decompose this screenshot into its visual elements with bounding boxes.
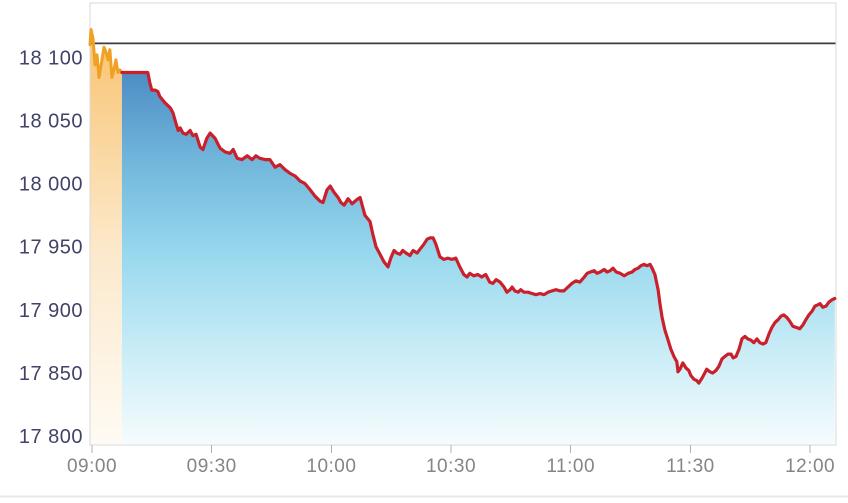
y-axis-label: 17 950 [19, 237, 83, 259]
main-session-segment-line [120, 70, 837, 385]
x-axis-label: 10:00 [306, 456, 356, 477]
x-axis-label: 10:30 [426, 456, 476, 477]
x-axis-label: 11:30 [666, 456, 715, 477]
y-axis-label: 17 850 [19, 363, 83, 385]
opening-auction-segment-line [88, 28, 124, 79]
x-axis-label: 09:30 [187, 456, 237, 477]
x-axis-label: 12:00 [785, 456, 835, 477]
y-axis-label: 17 800 [19, 426, 83, 448]
main-session-segment-area-fill [121, 72, 835, 445]
plot-border [89, 2, 837, 446]
y-axis-label: 18 100 [19, 47, 83, 69]
x-axis-label: 09:00 [67, 456, 117, 477]
y-axis-label: 17 900 [19, 300, 83, 322]
y-axis-label: 18 000 [19, 174, 83, 196]
plot-area[interactable] [90, 3, 836, 445]
opening-auction-segment-area-fill [90, 29, 122, 445]
x-axis-label: 11:00 [546, 456, 595, 477]
y-axis-label: 18 050 [19, 110, 83, 132]
